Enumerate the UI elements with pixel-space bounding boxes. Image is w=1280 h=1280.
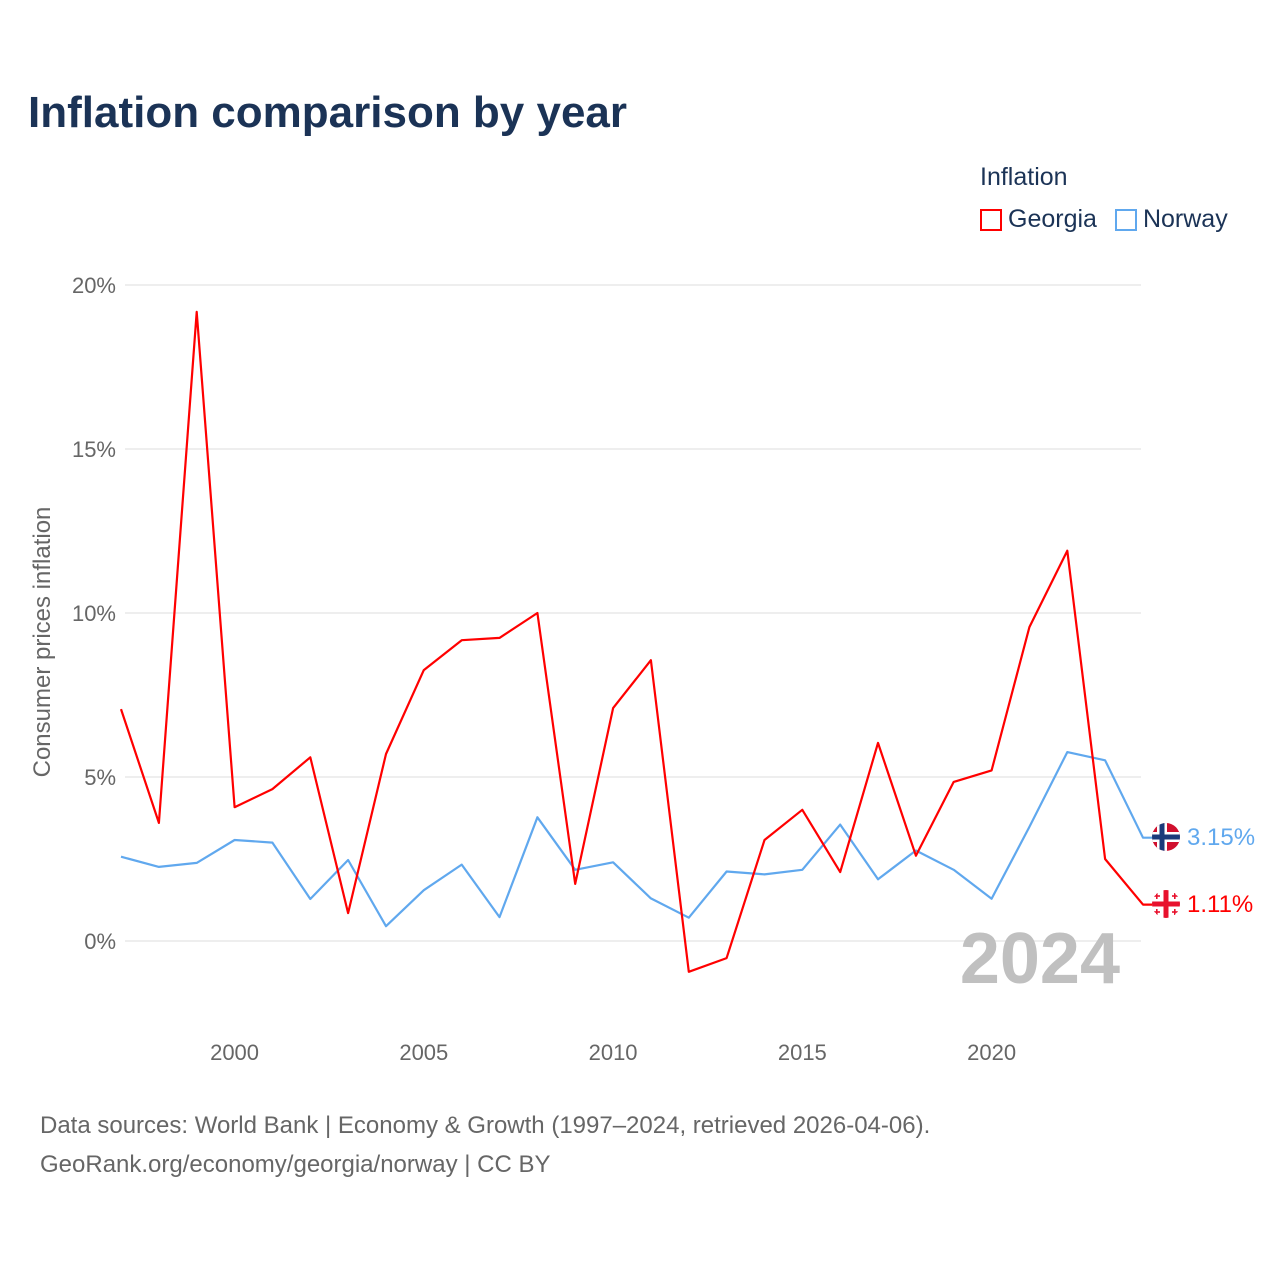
y-tick-label: 0% xyxy=(84,929,116,954)
legend-label: Georgia xyxy=(1008,205,1097,233)
x-tick-label: 2010 xyxy=(589,1040,638,1065)
norway-flag-icon xyxy=(1152,823,1180,851)
y-tick-label: 20% xyxy=(72,273,116,298)
series-line-norway xyxy=(120,751,1158,928)
x-tick-label: 2015 xyxy=(778,1040,827,1065)
y-tick-label: 15% xyxy=(72,437,116,462)
legend-item-norway[interactable]: Norway xyxy=(1114,205,1228,234)
legend-title: Inflation xyxy=(980,163,1068,191)
georgia-end-label: 1.11% xyxy=(1187,891,1253,918)
legend-item-georgia[interactable]: Georgia xyxy=(980,205,1097,234)
year-watermark: 2024 xyxy=(960,919,1120,999)
source-link[interactable]: GeoRank.org/economy/georgia/norway | CC … xyxy=(40,1151,551,1178)
x-tick-label: 2000 xyxy=(210,1040,259,1065)
legend: Georgia Norway xyxy=(980,205,1228,234)
legend-swatch-norway xyxy=(1114,208,1137,231)
series-line-georgia xyxy=(119,310,1158,973)
source-line-1: Data sources: World Bank | Economy & Gro… xyxy=(40,1112,931,1139)
source-note: Data sources: World Bank | Economy & Gro… xyxy=(40,1106,930,1184)
y-axis-label: Consumer prices inflation xyxy=(29,507,56,778)
y-tick-label: 10% xyxy=(72,601,116,626)
chart-title: Inflation comparison by year xyxy=(28,88,628,137)
legend-label: Norway xyxy=(1142,205,1228,233)
norway-end-label: 3.15% xyxy=(1187,824,1255,851)
y-tick-label: 5% xyxy=(84,765,116,790)
georgia-flag-icon xyxy=(1152,890,1180,918)
legend-swatch-georgia xyxy=(980,208,1002,231)
x-tick-label: 2005 xyxy=(399,1040,448,1065)
x-tick-label: 2020 xyxy=(967,1040,1016,1065)
